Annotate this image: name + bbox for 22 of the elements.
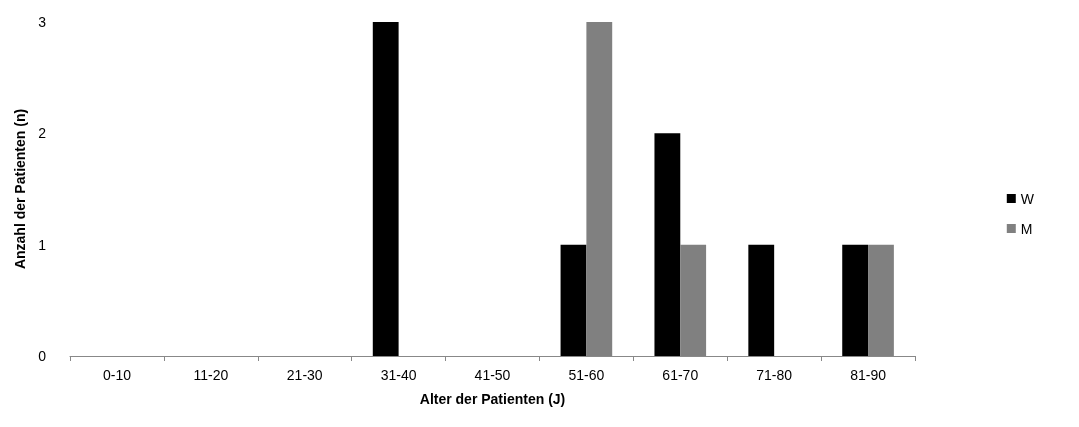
y-tick-label: 0	[38, 348, 47, 364]
x-tick-label: 81-90	[850, 367, 887, 383]
x-tick-label: 61-70	[662, 367, 699, 383]
x-tick-label: 31-40	[380, 367, 417, 383]
y-tick-label: 1	[38, 236, 47, 253]
bar	[560, 244, 587, 356]
x-axis-title: Alter der Patienten (J)	[419, 391, 566, 407]
y-tick-label: 3	[38, 14, 47, 30]
x-tick-label: 71-80	[756, 367, 793, 383]
x-tick-label: 21-30	[286, 367, 323, 383]
x-tick-label: 41-50	[474, 367, 511, 383]
y-tick-label: 2	[38, 125, 47, 142]
legend-label: M	[1020, 220, 1033, 237]
bar	[654, 133, 681, 356]
bar	[372, 22, 399, 356]
y-axis-title: Anzahl der Patienten (n)	[12, 108, 29, 270]
bar	[748, 244, 775, 356]
x-tick-label: 11-20	[193, 367, 229, 383]
x-tick-label: 0-10	[102, 367, 132, 383]
x-tick-label: 51-60	[568, 367, 605, 383]
bar	[842, 244, 869, 356]
legend-label: W	[1020, 190, 1035, 207]
